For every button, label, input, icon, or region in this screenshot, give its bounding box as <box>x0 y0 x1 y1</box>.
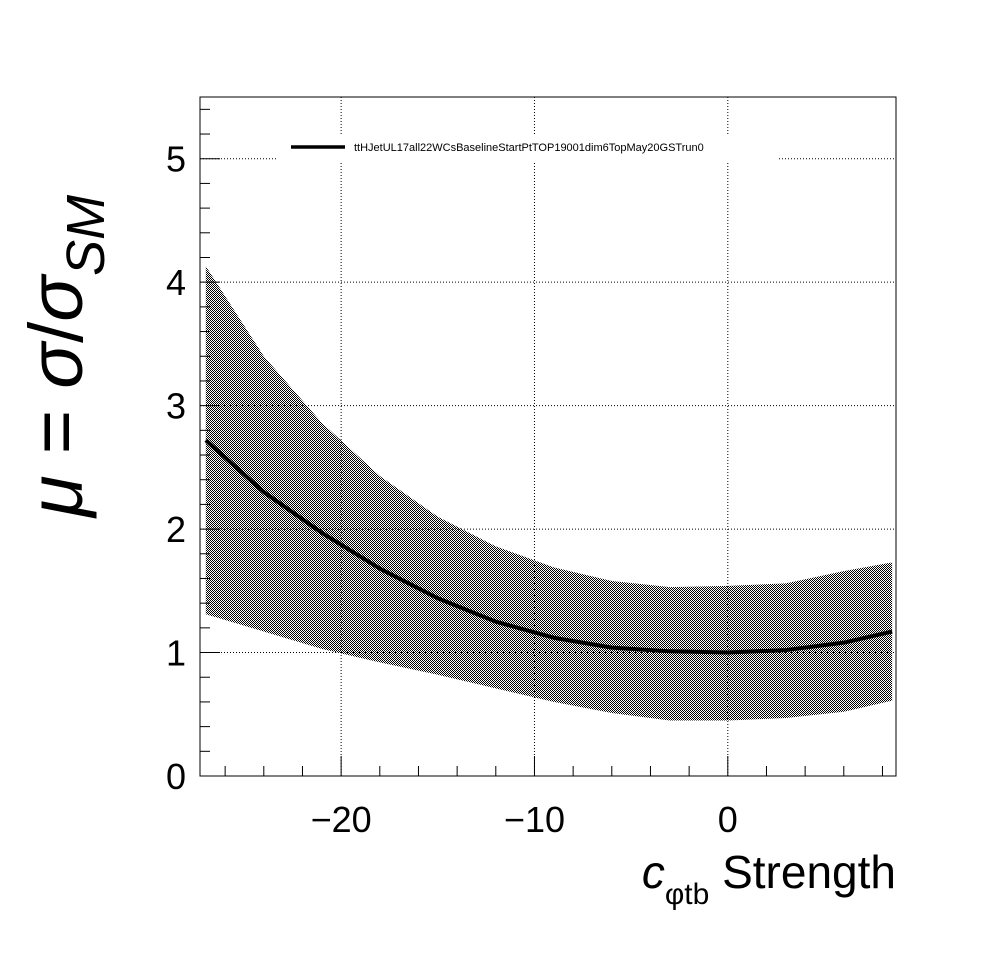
x-tick-label: −10 <box>504 799 565 840</box>
y-axis-label-denominator: σ <box>14 273 99 322</box>
y-tick-label: 5 <box>166 139 186 180</box>
y-axis-label: μ = σ/σSM <box>14 195 116 519</box>
x-axis-label-subscript: φtb <box>665 878 709 911</box>
y-tick-label: 2 <box>166 509 186 550</box>
x-axis-label-symbol: c <box>642 846 665 898</box>
legend: ttHJetUL17all22WCsBaselineStartPtTOP1900… <box>278 134 778 162</box>
x-axis-label-text: Strength <box>709 846 896 898</box>
y-axis-label-subscript: SM <box>56 195 116 276</box>
y-axis-label-equals: = <box>14 389 99 476</box>
axis-ticks <box>200 108 883 777</box>
band-area <box>205 266 893 721</box>
series-lines <box>204 438 893 655</box>
uncertainty-band <box>205 266 893 721</box>
legend-entry-label: ttHJetUL17all22WCsBaselineStartPtTOP1900… <box>354 142 704 154</box>
x-tick-labels: −20 −10 0 <box>311 799 738 840</box>
y-tick-labels: 0 1 2 3 4 5 <box>166 139 186 797</box>
x-tick-label: −20 <box>311 799 372 840</box>
x-tick-label: 0 <box>718 799 738 840</box>
y-tick-label: 4 <box>166 262 186 303</box>
y-axis-label-slash: / <box>14 321 99 343</box>
x-axis-label: cφtb Strength <box>642 846 896 911</box>
plot-frame <box>199 96 897 777</box>
y-tick-label: 0 <box>166 756 186 797</box>
y-tick-label: 1 <box>166 633 186 674</box>
series-line <box>204 438 893 655</box>
y-axis-label-mu: μ <box>14 475 99 519</box>
legend-box-mask <box>278 134 778 162</box>
y-tick-label: 3 <box>166 386 186 427</box>
y-axis-label-numerator: σ <box>14 340 99 389</box>
